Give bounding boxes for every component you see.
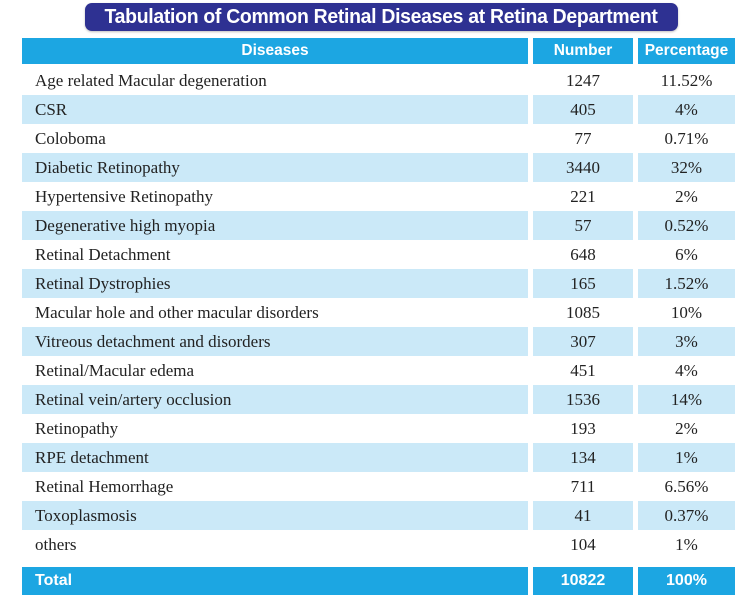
percentage-cell: 3% bbox=[638, 327, 735, 356]
disease-cell: Retinal Hemorrhage bbox=[35, 476, 174, 496]
total-label: Total bbox=[22, 567, 528, 595]
disease-cell: Retinopathy bbox=[35, 418, 119, 438]
column-header-diseases: Diseases bbox=[22, 38, 528, 64]
column-header-number: Number bbox=[533, 38, 633, 64]
table-row: Retinal Detachment 648 6% bbox=[22, 240, 735, 269]
table-row: Toxoplasmosis 41 0.37% bbox=[22, 501, 735, 530]
percentage-cell: 1% bbox=[638, 443, 735, 472]
number-cell: 1536 bbox=[533, 385, 633, 414]
percentage-cell: 0.52% bbox=[638, 211, 735, 240]
table-row: Retinal Dystrophies 165 1.52% bbox=[22, 269, 735, 298]
number-cell: 451 bbox=[570, 360, 596, 380]
percentage-cell: 1% bbox=[675, 534, 698, 554]
column-header-percentage: Percentage bbox=[638, 38, 735, 64]
diseases-table: Diseases Number Percentage Age related M… bbox=[22, 38, 735, 595]
number-cell: 57 bbox=[533, 211, 633, 240]
number-cell: 711 bbox=[570, 476, 596, 496]
percentage-cell: 2% bbox=[675, 186, 698, 206]
number-cell: 1247 bbox=[566, 70, 600, 90]
disease-cell: Age related Macular degeneration bbox=[35, 70, 267, 90]
table-row: Degenerative high myopia 57 0.52% bbox=[22, 211, 735, 240]
disease-cell: Coloboma bbox=[35, 128, 106, 148]
number-cell: 307 bbox=[533, 327, 633, 356]
disease-cell: Retinal/Macular edema bbox=[35, 360, 195, 380]
table-row: Hypertensive Retinopathy 221 2% bbox=[22, 182, 735, 211]
percentage-cell: 14% bbox=[638, 385, 735, 414]
table-row: Retinal/Macular edema 451 4% bbox=[22, 356, 735, 385]
percentage-cell: 0.37% bbox=[638, 501, 735, 530]
percentage-cell: 10% bbox=[670, 302, 703, 322]
number-cell: 165 bbox=[533, 269, 633, 298]
disease-cell: Retinal Dystrophies bbox=[22, 269, 528, 298]
disease-cell: Toxoplasmosis bbox=[22, 501, 528, 530]
percentage-cell: 6.56% bbox=[664, 476, 709, 496]
table-row: others 104 1% bbox=[22, 530, 735, 559]
table-row: Coloboma 77 0.71% bbox=[22, 124, 735, 153]
table-header-row: Diseases Number Percentage bbox=[22, 38, 735, 64]
disease-cell: Hypertensive Retinopathy bbox=[35, 186, 213, 206]
percentage-cell: 32% bbox=[638, 153, 735, 182]
disease-cell: RPE detachment bbox=[22, 443, 528, 472]
number-cell: 41 bbox=[533, 501, 633, 530]
page-title: Tabulation of Common Retinal Diseases at… bbox=[104, 5, 659, 28]
disease-cell: Diabetic Retinopathy bbox=[22, 153, 528, 182]
table-row: Retinopathy 193 2% bbox=[22, 414, 735, 443]
disease-cell: Degenerative high myopia bbox=[22, 211, 528, 240]
number-cell: 405 bbox=[533, 95, 633, 124]
table-row: Retinal vein/artery occlusion 1536 14% bbox=[22, 385, 735, 414]
table-row: RPE detachment 134 1% bbox=[22, 443, 735, 472]
disease-cell: Macular hole and other macular disorders bbox=[35, 302, 319, 322]
percentage-cell: 4% bbox=[638, 95, 735, 124]
percentage-cell: 2% bbox=[675, 418, 698, 438]
number-cell: 1085 bbox=[566, 302, 600, 322]
percentage-cell: 4% bbox=[675, 360, 698, 380]
table-row: Retinal Hemorrhage 711 6.56% bbox=[22, 472, 735, 501]
disease-cell: others bbox=[35, 534, 77, 554]
number-cell: 134 bbox=[533, 443, 633, 472]
number-cell: 193 bbox=[570, 418, 596, 438]
table-row: Vitreous detachment and disorders 307 3% bbox=[22, 327, 735, 356]
number-cell: 104 bbox=[570, 534, 596, 554]
number-cell: 221 bbox=[570, 186, 596, 206]
disease-cell: Vitreous detachment and disorders bbox=[22, 327, 528, 356]
number-cell: 3440 bbox=[533, 153, 633, 182]
number-cell: 648 bbox=[570, 244, 596, 264]
percentage-cell: 0.71% bbox=[664, 128, 709, 148]
table-row: CSR 405 4% bbox=[22, 95, 735, 124]
percentage-cell: 6% bbox=[675, 244, 698, 264]
table-body: Age related Macular degeneration 1247 11.5… bbox=[22, 66, 735, 559]
disease-cell: Retinal Detachment bbox=[35, 244, 171, 264]
title-banner: Tabulation of Common Retinal Diseases at… bbox=[85, 3, 678, 31]
table-row: Diabetic Retinopathy 3440 32% bbox=[22, 153, 735, 182]
percentage-cell: 1.52% bbox=[638, 269, 735, 298]
table-total-row: Total 10822 100% bbox=[22, 567, 735, 595]
total-number: 10822 bbox=[533, 567, 633, 595]
table-row: Age related Macular degeneration 1247 11.5… bbox=[22, 66, 735, 95]
disease-cell: CSR bbox=[22, 95, 528, 124]
total-percentage: 100% bbox=[638, 567, 735, 595]
table-row: Macular hole and other macular disorders… bbox=[22, 298, 735, 327]
disease-cell: Retinal vein/artery occlusion bbox=[22, 385, 528, 414]
number-cell: 77 bbox=[574, 128, 592, 148]
percentage-cell: 11.52% bbox=[660, 70, 713, 90]
